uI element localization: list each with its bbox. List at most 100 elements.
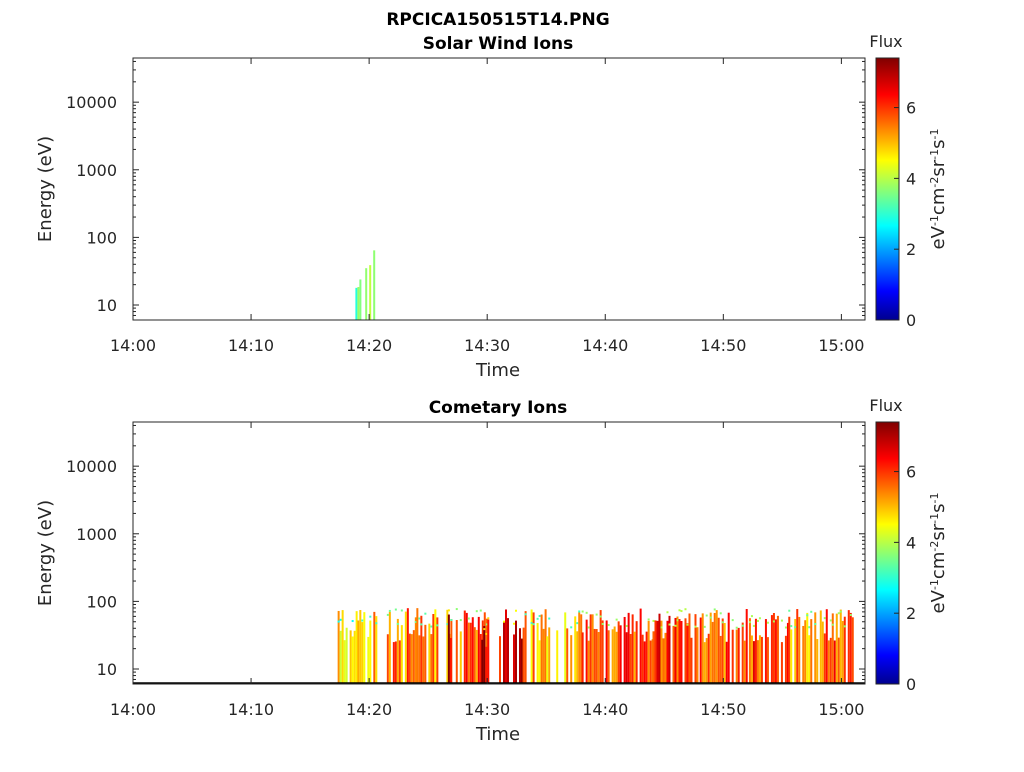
heatmap-cell	[357, 287, 360, 320]
heatmap-cell	[814, 612, 817, 684]
heatmap-cell	[709, 612, 712, 684]
heatmap-cell	[432, 614, 435, 684]
heatmap-cell	[475, 629, 478, 684]
heatmap-cell	[707, 633, 710, 684]
heatmap-cell	[449, 637, 452, 684]
activity-interval	[581, 608, 654, 684]
heatmap-cell	[625, 632, 628, 684]
heatmap-cell	[570, 626, 573, 629]
heatmap-cell	[641, 634, 644, 684]
heatmap-cell	[654, 620, 657, 684]
heatmap-cell	[394, 608, 397, 611]
heatmap-cell	[566, 628, 569, 684]
heatmap-cell	[515, 620, 517, 684]
heatmap-cell	[345, 627, 348, 684]
heatmap-cell	[827, 640, 830, 684]
heatmap-cell	[748, 621, 751, 624]
heatmap-cell	[339, 630, 342, 684]
heatmap-cell	[591, 614, 594, 684]
heatmap-cell	[660, 626, 663, 629]
heatmap-cell	[668, 623, 671, 626]
activity-interval	[386, 608, 417, 684]
panel-cometary: Cometary Ions 14:00 14:10 14:20 14:30 14:40 1…	[35, 396, 949, 745]
heatmap-cell	[680, 621, 683, 684]
heatmap-cell	[530, 609, 533, 684]
heatmap-cell	[633, 631, 636, 684]
colorbar-solar-wind	[875, 57, 900, 321]
colorbar-ticks-cometary: 0 2 4 6	[894, 463, 916, 694]
heatmap-cell	[770, 615, 773, 684]
colorbar-label-solar-wind: Flux	[869, 32, 902, 51]
x-tick-label: 14:40	[582, 336, 628, 355]
heatmap-cell	[595, 613, 598, 616]
colorbar-tick-label: 6	[906, 99, 916, 118]
heatmap-cell	[731, 629, 734, 684]
heatmap-cell	[721, 621, 724, 624]
heatmap-cell	[394, 641, 397, 684]
heatmap-cell	[705, 638, 708, 684]
heatmap-cell	[601, 622, 604, 625]
heatmap-cell	[357, 620, 360, 684]
activity-interval	[416, 608, 453, 684]
plot-area-solar-wind	[132, 57, 866, 321]
heatmap-cell	[837, 612, 840, 615]
heatmap-cell	[849, 613, 852, 616]
heatmap-cell	[475, 610, 478, 613]
heatmap-cell	[436, 617, 439, 684]
heatmap-cell	[536, 617, 539, 620]
heatmap-cell	[337, 610, 340, 684]
heatmap-cell	[619, 625, 622, 684]
heatmap-cell	[521, 638, 523, 684]
heatmap-cell	[605, 620, 608, 684]
heatmap-cell	[599, 610, 602, 684]
heatmap-cell	[758, 635, 761, 684]
heatmap-cell	[615, 618, 618, 621]
heatmap-cell	[786, 622, 789, 684]
heatmap-cell	[505, 609, 507, 684]
y-tick-label: 10	[97, 296, 117, 315]
heatmap-cell	[400, 609, 403, 612]
x-tick-label: 14:30	[464, 336, 510, 355]
heatmap-cell	[487, 617, 490, 620]
heatmap-cell	[668, 615, 671, 684]
heatmap-cell	[623, 616, 626, 684]
heatmap-cell	[829, 619, 832, 622]
heatmap-cell	[365, 268, 368, 320]
x-tick-label: 14:00	[110, 700, 156, 719]
heatmap-cell	[578, 610, 581, 613]
heatmap-cell	[664, 632, 667, 684]
heatmap-cell	[392, 642, 395, 684]
heatmap-cell	[400, 625, 403, 684]
heatmap-cell	[798, 616, 801, 684]
heatmap-cell	[375, 616, 378, 684]
y-tick-label: 1000	[76, 525, 117, 544]
heatmap-cell	[713, 612, 716, 684]
heatmap-cell	[446, 623, 449, 626]
heatmap-cell	[690, 637, 693, 684]
heatmap-cell	[574, 616, 577, 684]
heatmap-cell	[703, 642, 706, 684]
heatmap-cell	[540, 614, 543, 684]
heatmap-cell	[585, 611, 588, 614]
y-tick-label: 10000	[66, 457, 117, 476]
heatmap-cell	[467, 622, 470, 684]
heatmap-cell	[758, 617, 761, 620]
heatmap-cell	[463, 610, 466, 684]
heatmap-cell	[647, 620, 650, 684]
heatmap-cell	[804, 620, 807, 684]
heatmap-cell	[447, 614, 450, 684]
heatmap-cell	[745, 609, 748, 684]
heatmap-cell	[581, 610, 584, 613]
heatmap-cell	[688, 613, 691, 684]
heatmap-cell	[538, 640, 541, 684]
heatmap-cell	[699, 617, 702, 684]
heatmap-cell	[424, 624, 427, 684]
heatmap-cell	[611, 629, 614, 684]
heatmap-cell	[587, 640, 590, 684]
heatmap-cell	[780, 619, 783, 622]
x-tick-label: 14:40	[582, 700, 628, 719]
heatmap-cell	[373, 611, 376, 684]
colorbar-ticks-solar-wind: 0 2 4 6	[894, 99, 916, 330]
heatmap-cell	[841, 620, 844, 684]
y-tick-label: 100	[86, 592, 117, 611]
